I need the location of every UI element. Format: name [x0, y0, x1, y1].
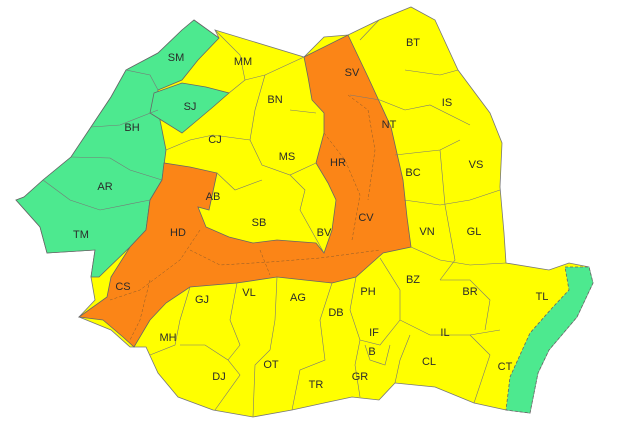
county-label-cl: CL: [421, 356, 437, 368]
county-label-ab: AB: [205, 191, 221, 203]
county-label-sb: SB: [251, 217, 267, 229]
county-label-tl: TL: [535, 291, 549, 303]
county-label-gj: GJ: [194, 294, 210, 306]
county-label-db: DB: [328, 307, 344, 319]
county-label-hd: HD: [170, 227, 186, 239]
county-label-vl: VL: [242, 287, 256, 299]
county-label-bt: BT: [405, 37, 421, 49]
county-borders: [42, 19, 507, 418]
county-label-b: B: [368, 346, 376, 358]
county-label-vs: VS: [468, 159, 484, 171]
county-label-ot: OT: [263, 359, 279, 371]
county-label-ar: AR: [97, 181, 113, 193]
county-label-ms: MS: [278, 151, 296, 163]
county-label-ct: CT: [497, 361, 513, 373]
county-label-cv: CV: [358, 212, 374, 224]
county-label-nt: NT: [381, 119, 397, 131]
county-label-sm: SM: [167, 52, 185, 64]
region-green-sj: [149, 82, 230, 134]
orange-inner-borders: [109, 94, 381, 341]
county-label-cs: CS: [115, 281, 131, 293]
county-label-sv: SV: [344, 67, 360, 79]
county-label-tm: TM: [73, 229, 89, 241]
county-label-cj: CJ: [208, 134, 222, 146]
county-label-if: IF: [369, 327, 379, 339]
county-label-ag: AG: [290, 292, 306, 304]
county-label-dj: DJ: [212, 371, 226, 383]
county-label-vn: VN: [419, 226, 435, 238]
region-orange: [77, 34, 412, 348]
county-label-il: IL: [440, 327, 450, 339]
region-green-coast: [505, 266, 594, 414]
county-label-bh: BH: [124, 122, 140, 134]
county-label-mh: MH: [159, 332, 177, 344]
county-label-bc: BC: [405, 167, 421, 179]
county-label-hr: HR: [330, 157, 346, 169]
county-label-sj: SJ: [183, 101, 197, 113]
county-label-bz: BZ: [405, 274, 421, 286]
county-label-bv: BV: [316, 227, 332, 239]
county-label-mm: MM: [233, 56, 253, 68]
county-label-bn: BN: [267, 94, 283, 106]
county-label-tr: TR: [308, 379, 324, 391]
county-label-gl: GL: [466, 226, 482, 238]
county-label-is: IS: [441, 97, 453, 109]
county-label-br: BR: [462, 286, 478, 298]
county-label-ph: PH: [360, 286, 376, 298]
county-label-gr: GR: [351, 371, 369, 383]
